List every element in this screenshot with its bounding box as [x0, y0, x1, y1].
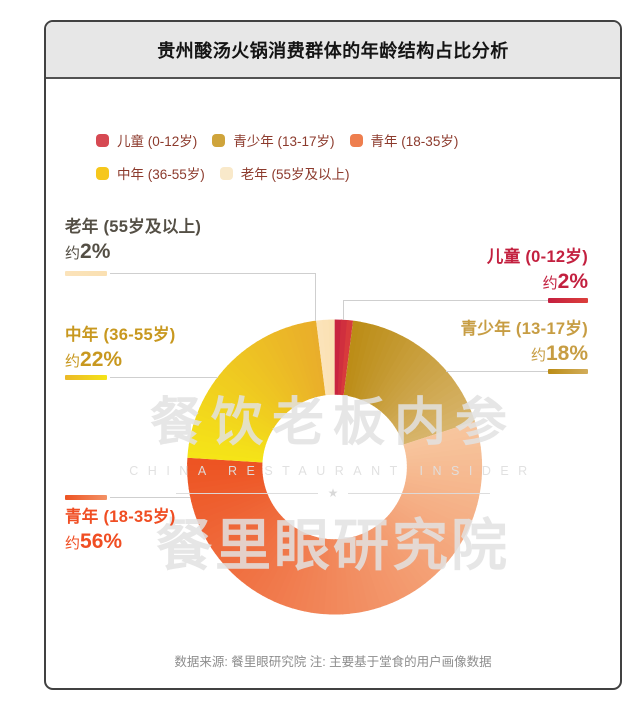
leader-line-teen-h	[446, 371, 548, 372]
leader-line-youth-h	[110, 497, 190, 498]
callout-youth-name: 青年 (18-35岁)	[65, 508, 176, 526]
callout-middle-value: 22%	[80, 348, 123, 371]
legend-item-middle: 中年 (36-55岁)	[96, 163, 205, 183]
legend-item-teen: 青少年 (13-17岁)	[212, 130, 335, 150]
callout-teen: 青少年 (13-17岁) 约18%	[461, 318, 588, 368]
leader-tick-middle	[65, 375, 107, 380]
callout-children-name: 儿童 (0-12岁)	[486, 248, 588, 266]
legend-label-elder: 老年 (55岁及以上)	[240, 167, 350, 182]
callout-teen-name: 青少年 (13-17岁)	[460, 320, 588, 338]
chart-card: 贵州酸汤火锅消费群体的年龄结构占比分析 儿童 (0-12岁) 青少年 (13-1…	[44, 20, 622, 690]
legend-swatch-middle	[96, 166, 109, 180]
legend: 儿童 (0-12岁) 青少年 (13-17岁) 青年 (18-35岁) 中年 (…	[96, 130, 582, 183]
callout-youth: 青年 (18-35岁) 约56%	[65, 506, 176, 556]
legend-item-elder: 老年 (55岁及以上)	[219, 163, 350, 183]
callout-elder: 老年 (55岁及以上) 约2%	[65, 216, 201, 266]
card-header: 贵州酸汤火锅消费群体的年龄结构占比分析	[46, 22, 620, 79]
legend-item-youth: 青年 (18-35岁)	[349, 130, 459, 150]
callout-children-value: 2%	[557, 270, 588, 293]
legend-label-middle: 中年 (36-55岁)	[117, 167, 205, 182]
legend-swatch-youth	[349, 133, 363, 147]
chart-title: 贵州酸汤火锅消费群体的年龄结构占比分析	[157, 40, 509, 61]
callout-teen-prefix: 约	[530, 347, 546, 364]
callout-middle: 中年 (36-55岁) 约22%	[65, 324, 176, 374]
callout-elder-pct: 约2%	[65, 239, 201, 266]
leader-line-elder-v	[315, 273, 316, 321]
callout-teen-pct: 约18%	[461, 341, 588, 368]
leader-line-children-h	[343, 300, 548, 301]
legend-swatch-teen	[212, 133, 226, 147]
legend-swatch-elder	[219, 166, 233, 180]
callout-children-prefix: 约	[542, 275, 558, 292]
callout-elder-prefix: 约	[65, 245, 81, 262]
callout-children: 儿童 (0-12岁) 约2%	[487, 246, 588, 296]
callout-middle-name: 中年 (36-55岁)	[65, 326, 176, 344]
donut-chart	[187, 319, 483, 615]
legend-label-children: 儿童 (0-12岁)	[117, 134, 198, 149]
callout-middle-prefix: 约	[65, 353, 81, 370]
source-note: 数据来源: 餐里眼研究院 注: 主要基于堂食的用户画像数据	[174, 655, 492, 669]
callout-middle-pct: 约22%	[65, 347, 176, 374]
callout-youth-value: 56%	[80, 530, 123, 553]
leader-line-children-v	[343, 300, 344, 320]
leader-tick-youth	[65, 495, 107, 500]
leader-tick-elder	[65, 271, 107, 276]
leader-line-middle-h	[110, 377, 218, 378]
legend-swatch-children	[96, 133, 109, 147]
leader-line-elder-h	[110, 273, 315, 274]
callout-elder-value: 2%	[80, 240, 111, 263]
legend-label-teen: 青少年 (13-17岁)	[233, 134, 335, 149]
leader-tick-children	[548, 298, 588, 303]
callout-children-pct: 约2%	[487, 269, 588, 296]
callout-teen-value: 18%	[545, 342, 588, 365]
callout-youth-pct: 约56%	[65, 529, 176, 556]
callout-elder-name: 老年 (55岁及以上)	[65, 218, 202, 236]
legend-item-children: 儿童 (0-12岁)	[96, 130, 197, 150]
legend-label-youth: 青年 (18-35岁)	[370, 134, 459, 149]
leader-tick-teen	[548, 369, 588, 374]
callout-youth-prefix: 约	[65, 535, 81, 552]
